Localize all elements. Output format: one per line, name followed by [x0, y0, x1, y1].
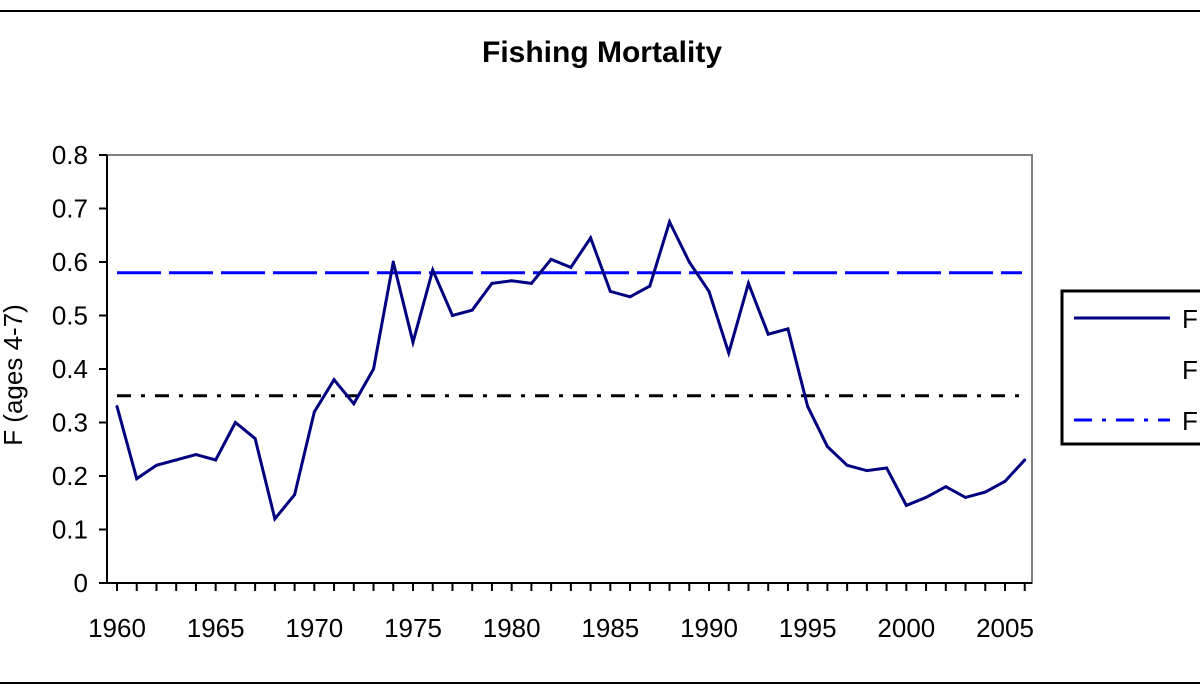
data-point	[154, 463, 158, 467]
data-point	[214, 458, 218, 462]
data-point	[1023, 458, 1027, 462]
y-tick-label: 0.8	[52, 140, 88, 170]
x-tick-label: 1965	[187, 613, 245, 643]
x-tick-label: 1990	[680, 613, 738, 643]
data-point	[312, 410, 316, 414]
data-point	[766, 332, 770, 336]
x-tick-label: 1975	[384, 613, 442, 643]
x-tick-label: 1960	[88, 613, 146, 643]
y-tick-label: 0.7	[52, 194, 88, 224]
data-point	[865, 469, 869, 473]
legend-label: F	[1182, 406, 1198, 436]
data-point	[135, 477, 139, 481]
legend-label: F	[1182, 304, 1198, 334]
data-point	[825, 445, 829, 449]
x-tick-label: 1985	[581, 613, 639, 643]
x-tick-label: 1970	[285, 613, 343, 643]
x-tick-label: 2000	[877, 613, 935, 643]
data-point	[411, 340, 415, 344]
data-point	[964, 495, 968, 499]
data-point	[233, 421, 237, 424]
data-point	[845, 463, 849, 467]
x-tick-label: 1995	[779, 613, 837, 643]
y-tick-label: 0.4	[52, 354, 88, 384]
data-point	[589, 236, 593, 240]
data-point	[450, 314, 454, 317]
data-point	[983, 490, 987, 494]
data-point	[668, 220, 672, 224]
data-point	[253, 437, 257, 441]
data-point	[391, 260, 395, 264]
data-point	[293, 493, 297, 497]
y-axis-label: F (ages 4-7)	[0, 304, 28, 446]
data-point	[431, 268, 435, 272]
plot-area	[106, 154, 1033, 584]
x-tick-label: 1980	[483, 613, 541, 643]
y-tick-label: 0.2	[52, 461, 88, 491]
data-point	[549, 257, 553, 261]
data-point	[174, 458, 178, 462]
data-point	[786, 327, 790, 331]
data-point	[608, 289, 612, 293]
data-point	[332, 378, 336, 382]
data-point	[707, 289, 711, 293]
data-point	[510, 279, 514, 283]
legend-label: F	[1182, 355, 1198, 385]
data-point	[1003, 479, 1007, 483]
data-point	[470, 308, 474, 312]
data-point	[115, 404, 119, 408]
data-point	[372, 367, 376, 371]
y-tick-label: 0.3	[52, 408, 88, 438]
y-tick-label: 0.6	[52, 247, 88, 277]
x-tick-label: 2005	[976, 613, 1034, 643]
data-point	[727, 351, 731, 355]
data-point	[529, 281, 533, 285]
y-tick-label: 0.5	[52, 301, 88, 331]
data-point	[687, 260, 691, 264]
data-point	[194, 453, 198, 457]
data-point	[273, 517, 277, 521]
y-tick-label: 0.1	[52, 515, 88, 545]
data-point	[648, 284, 652, 288]
data-point	[924, 495, 928, 499]
data-point	[746, 281, 750, 285]
data-point	[944, 485, 948, 489]
chart-title: Fishing Mortality	[482, 36, 722, 69]
data-point	[904, 503, 908, 507]
data-point	[885, 466, 889, 470]
chart-frame	[0, 10, 1200, 684]
y-tick-label: 0	[74, 568, 88, 598]
data-point	[628, 295, 632, 299]
data-point	[352, 402, 356, 406]
legend: FFF	[1060, 289, 1200, 446]
data-point	[569, 265, 573, 269]
data-point	[806, 404, 810, 408]
data-point	[490, 281, 494, 285]
